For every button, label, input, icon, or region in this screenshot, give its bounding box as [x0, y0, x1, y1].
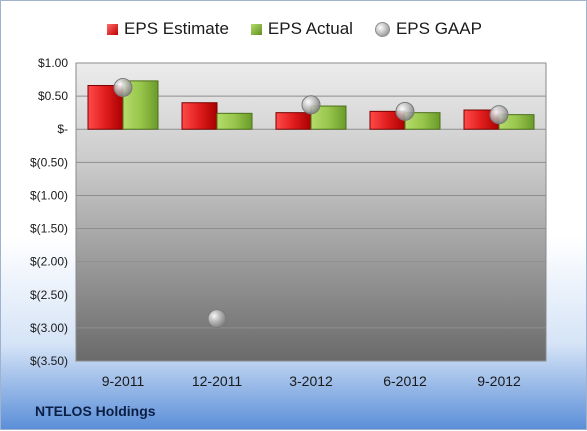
- y-tick-label: $(0.50): [30, 155, 68, 169]
- y-tick-label: $(2.00): [30, 255, 68, 269]
- legend-swatch-actual: [250, 23, 262, 35]
- bar-eps-actual: [310, 105, 347, 130]
- y-tick-label: $(1.50): [30, 222, 68, 236]
- y-tick-label: $1.00: [38, 56, 68, 70]
- gridlines: [76, 62, 546, 362]
- point-eps-gaap: [395, 101, 415, 121]
- bars-layer: [87, 80, 535, 130]
- x-tick-label: 12-2011: [192, 373, 243, 389]
- gaap-points-layer: [113, 78, 509, 329]
- legend-item-estimate: EPS Estimate: [107, 19, 229, 39]
- y-tick-label: $(3.00): [30, 321, 68, 335]
- x-tick-label: 3-2012: [289, 373, 333, 389]
- y-axis: $1.00 $0.50 $- $(0.50) $(1.00) $(1.50) $(2.00)…: [30, 56, 68, 368]
- bar-eps-actual: [216, 112, 253, 130]
- bar-eps-actual: [404, 112, 441, 130]
- bar-eps-estimate: [275, 112, 312, 130]
- bar-eps-estimate: [181, 102, 218, 130]
- legend-swatch-estimate: [107, 23, 119, 35]
- point-eps-gaap: [207, 309, 227, 329]
- legend-item-gaap: EPS GAAP: [374, 19, 482, 39]
- y-tick-label: $0.50: [38, 89, 68, 103]
- point-eps-gaap: [113, 78, 133, 98]
- legend-swatch-gaap: [374, 21, 390, 37]
- y-tick-label: $(3.50): [30, 354, 68, 368]
- legend-label-actual: EPS Actual: [267, 19, 353, 38]
- legend-label-estimate: EPS Estimate: [124, 19, 229, 38]
- x-tick-label: 9-2012: [477, 373, 521, 389]
- x-tick-label: 9-2011: [102, 373, 145, 389]
- legend-label-gaap: EPS GAAP: [395, 19, 482, 38]
- point-eps-gaap: [489, 105, 509, 125]
- x-tick-label: 6-2012: [383, 373, 427, 389]
- x-axis: 9-2011 12-2011 3-2012 6-2012 9-2012: [102, 373, 521, 389]
- point-eps-gaap: [301, 95, 321, 115]
- y-tick-label: $(2.50): [30, 288, 68, 302]
- legend-item-actual: EPS Actual: [250, 19, 353, 39]
- chart-legend: EPS Estimate EPS Actual EPS GAAP: [1, 15, 587, 43]
- company-name: NTELOS Holdings: [35, 403, 156, 419]
- y-tick-label: $-: [57, 122, 68, 136]
- y-tick-label: $(1.00): [30, 188, 68, 202]
